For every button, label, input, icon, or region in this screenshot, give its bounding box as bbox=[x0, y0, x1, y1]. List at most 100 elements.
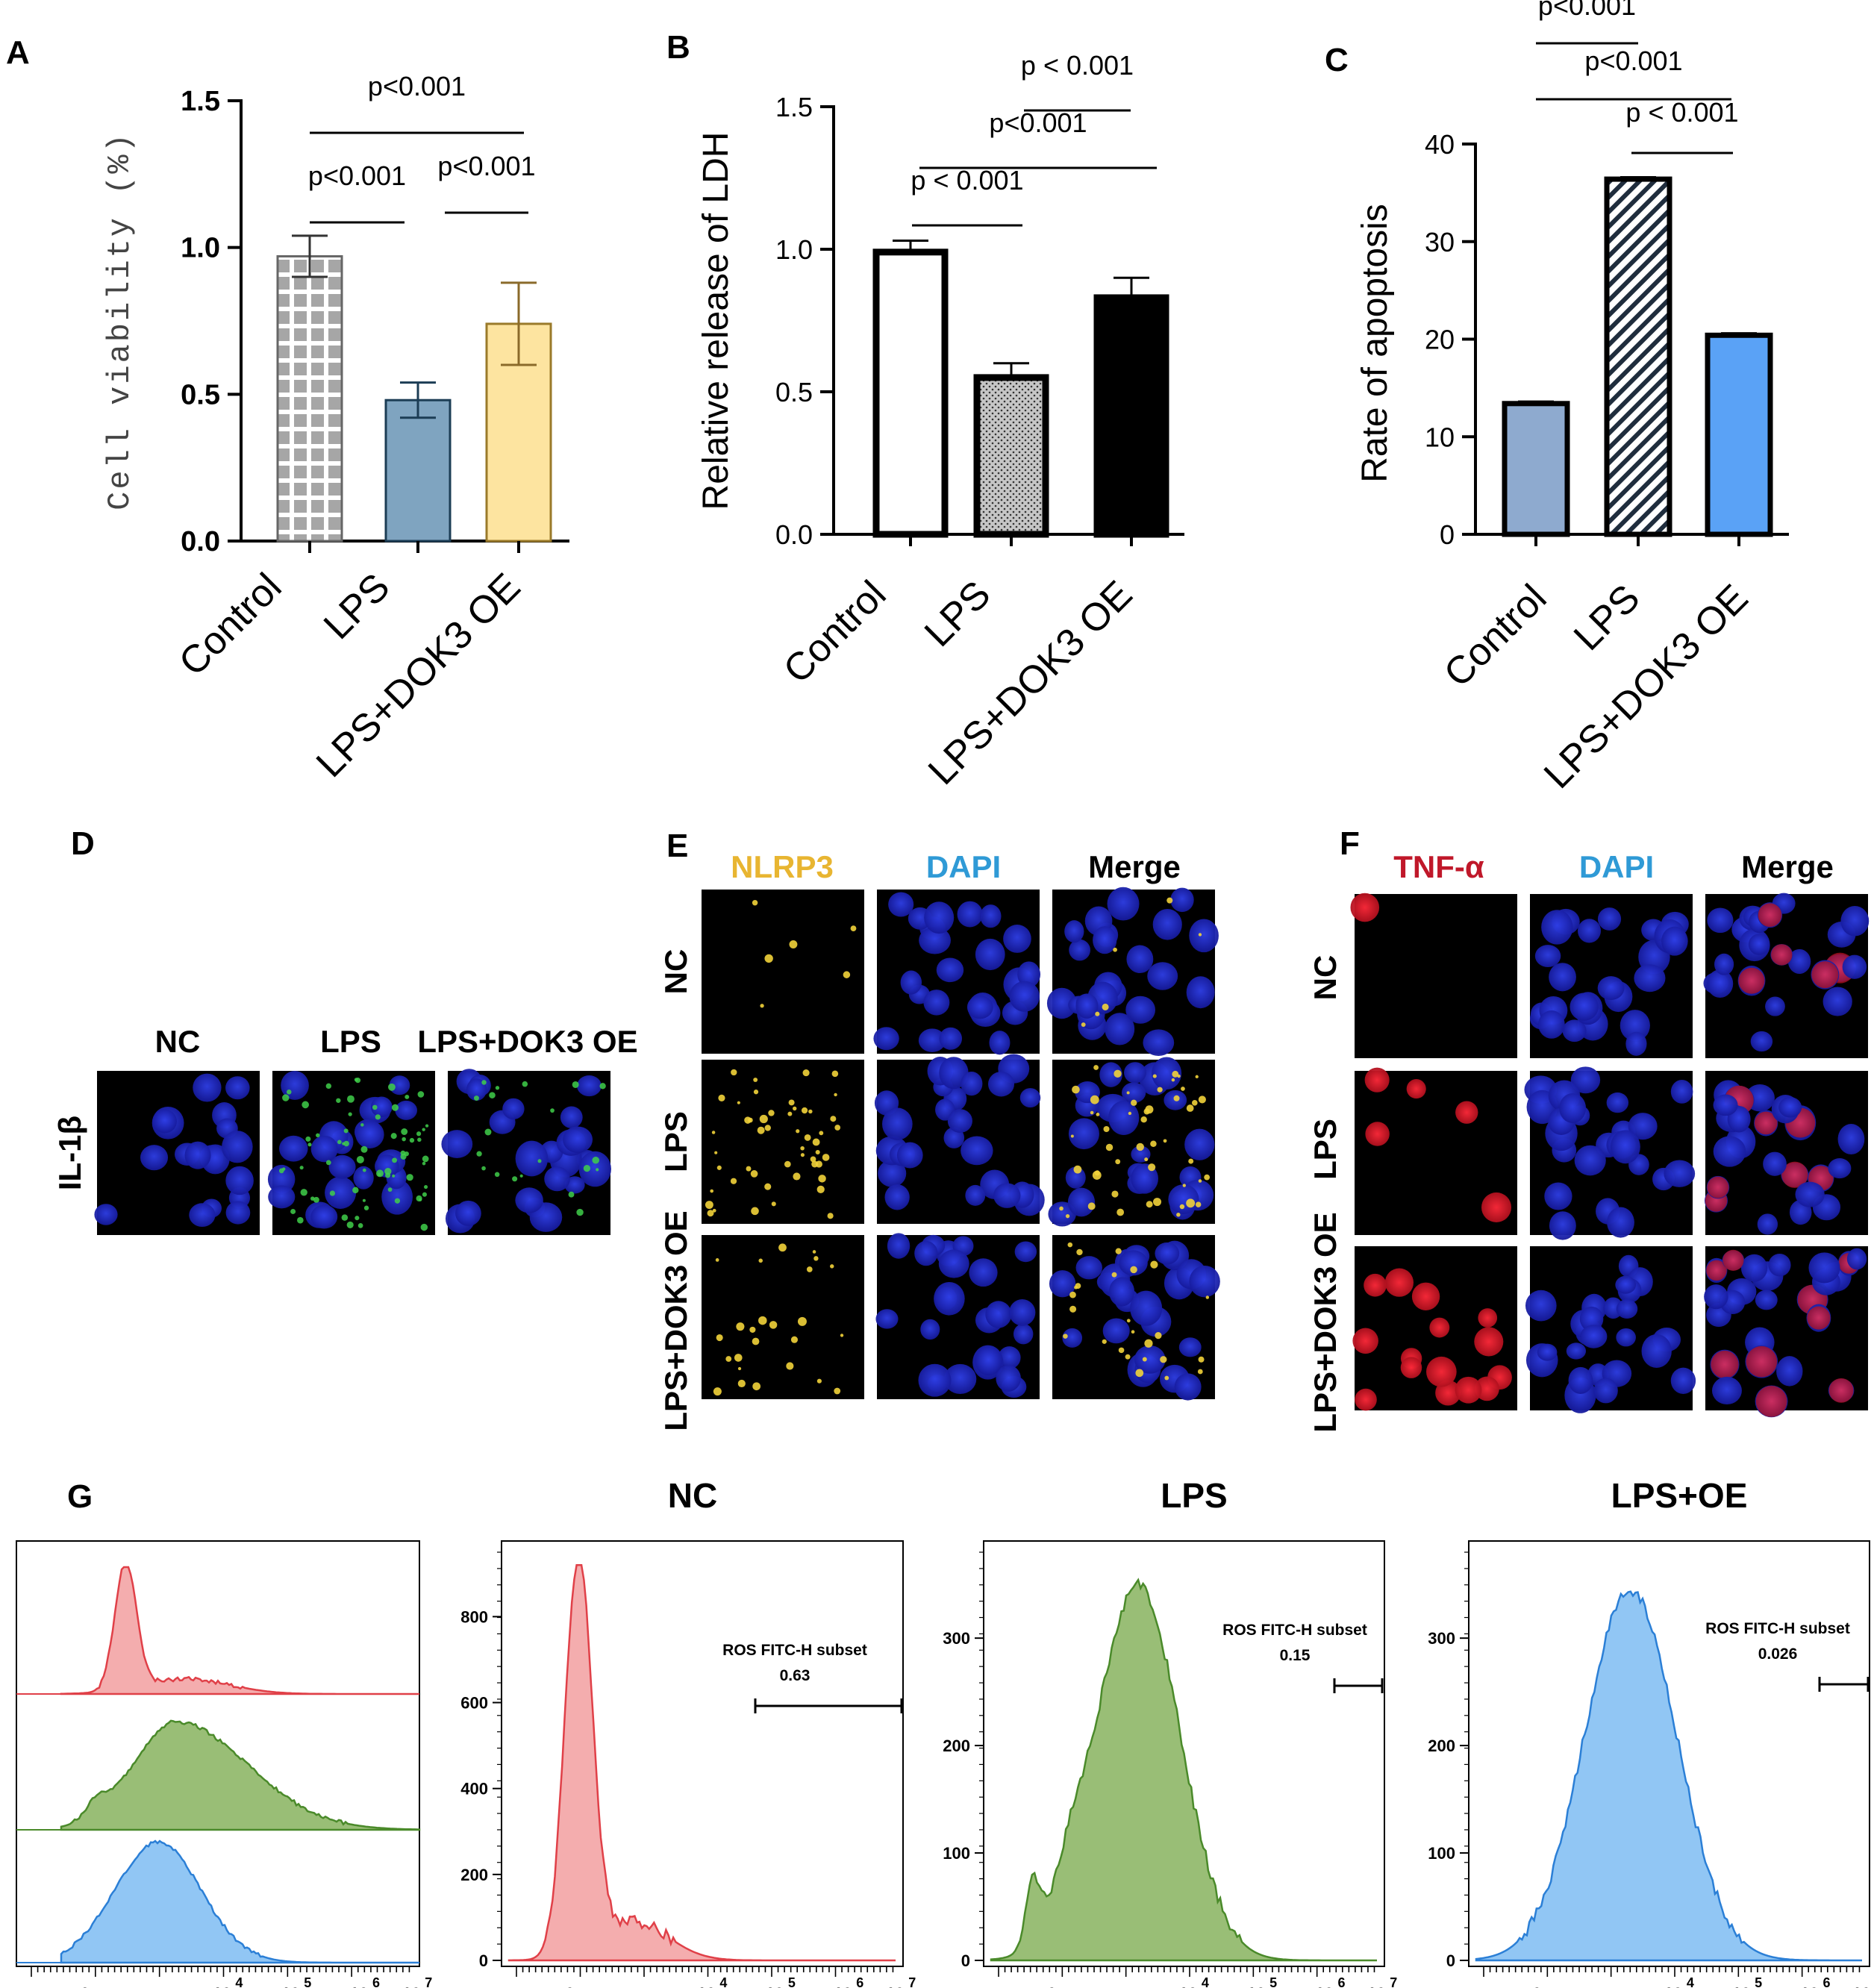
x-tick-exponent: 6 bbox=[1337, 1975, 1345, 1988]
nucleus bbox=[1126, 945, 1154, 974]
nucleus bbox=[1009, 981, 1040, 1012]
il1b-signal bbox=[422, 1155, 429, 1163]
nucleus bbox=[1846, 1248, 1867, 1270]
nlrp3-signal bbox=[1188, 1158, 1194, 1164]
nucleus bbox=[936, 957, 964, 983]
nucleus bbox=[1121, 1082, 1146, 1104]
category-label: Control bbox=[1436, 576, 1555, 696]
nucleus bbox=[1186, 976, 1215, 1009]
nucleus bbox=[1634, 964, 1666, 993]
nucleus bbox=[947, 1109, 972, 1133]
tnf-signal bbox=[1365, 1122, 1390, 1146]
il1b-signal bbox=[325, 1083, 332, 1090]
nlrp3-signal bbox=[725, 1356, 732, 1362]
x-tick-label: 10 bbox=[886, 1984, 904, 1988]
nlrp3-signal bbox=[802, 1069, 810, 1077]
nlrp3-signal bbox=[796, 1129, 800, 1134]
tnf-signal bbox=[1706, 1260, 1727, 1281]
il1b-signal bbox=[316, 1133, 320, 1138]
gate-value: 0.026 bbox=[1758, 1645, 1798, 1663]
nlrp3-signal bbox=[1135, 1369, 1144, 1378]
y-tick-label: 1.5 bbox=[775, 92, 813, 122]
il1b-signal bbox=[377, 1172, 381, 1177]
il1b-signal bbox=[343, 1128, 349, 1134]
il1b-signal bbox=[282, 1167, 286, 1171]
nucleus bbox=[993, 1183, 1021, 1208]
micrograph bbox=[1524, 1066, 1696, 1240]
nlrp3-signal bbox=[746, 1166, 752, 1172]
y-tick-label: 300 bbox=[1428, 1629, 1455, 1648]
nucleus bbox=[989, 1031, 1011, 1055]
y-tick-label: 100 bbox=[943, 1844, 970, 1863]
nucleus bbox=[1615, 1275, 1637, 1294]
tnf-signal bbox=[1828, 1378, 1854, 1403]
il1b-signal bbox=[286, 1089, 292, 1095]
tnf-signal bbox=[1426, 1356, 1457, 1387]
nucleus bbox=[1009, 1299, 1036, 1326]
nlrp3-signal bbox=[1067, 1242, 1073, 1248]
nucleus bbox=[1628, 1113, 1658, 1140]
nlrp3-signal bbox=[1076, 1248, 1083, 1256]
il1b-signal bbox=[360, 1123, 364, 1127]
nlrp3-signal bbox=[787, 1111, 793, 1116]
tnf-signal bbox=[1722, 1249, 1744, 1271]
tnf-signal bbox=[1758, 903, 1782, 928]
micrograph bbox=[875, 1233, 1040, 1399]
nlrp3-signal bbox=[1070, 1134, 1074, 1138]
nucleus bbox=[1189, 1265, 1220, 1298]
nucleus bbox=[1670, 1079, 1693, 1104]
histogram-area bbox=[990, 1578, 1377, 1962]
micrograph bbox=[1355, 1067, 1517, 1235]
nlrp3-signal bbox=[1136, 1143, 1144, 1151]
y-tick-label: 1.5 bbox=[181, 86, 220, 117]
flow-overlay-histograms: 0 10 4 10 5 10 6 10 7 bbox=[16, 1540, 432, 1988]
nlrp3-signal bbox=[1195, 1201, 1202, 1207]
y-axis-label: Cell viability (%) bbox=[102, 131, 138, 510]
x-tick-label: 10 bbox=[697, 1984, 715, 1988]
nlrp3-signal bbox=[1090, 1110, 1094, 1115]
micrograph-background bbox=[702, 890, 864, 1054]
y-tick-label: 1.0 bbox=[181, 233, 220, 264]
nlrp3-signal bbox=[1172, 1070, 1179, 1078]
il1b-signal bbox=[372, 1104, 378, 1110]
nlrp3-signal bbox=[1182, 1184, 1186, 1187]
il1b-signal bbox=[417, 1091, 425, 1098]
il1b-signal bbox=[420, 1223, 428, 1231]
nlrp3-signal bbox=[1173, 1095, 1180, 1101]
il1b-signal bbox=[299, 1166, 304, 1170]
col-header-lps: LPS bbox=[320, 1024, 381, 1059]
nlrp3-signal bbox=[1073, 1165, 1082, 1174]
micrograph bbox=[94, 1071, 260, 1235]
nucleus bbox=[1065, 1166, 1086, 1189]
il1b-signal bbox=[387, 1187, 393, 1192]
nucleus bbox=[1131, 1163, 1158, 1194]
nucleus bbox=[1184, 1128, 1215, 1160]
il1b-signal bbox=[347, 1095, 355, 1103]
il1b-signal bbox=[416, 1195, 422, 1202]
il1b-signal bbox=[592, 1156, 600, 1164]
x-tick-exponent: 4 bbox=[235, 1975, 243, 1988]
nucleus bbox=[1093, 926, 1117, 954]
panel-letter-b: B bbox=[666, 29, 690, 66]
nucleus bbox=[1597, 907, 1622, 931]
nucleus bbox=[961, 1136, 993, 1166]
nlrp3-signal bbox=[1152, 1074, 1157, 1078]
nlrp3-signal bbox=[1163, 1139, 1167, 1143]
nlrp3-signal bbox=[737, 1366, 742, 1371]
tnf-signal bbox=[1411, 1282, 1440, 1310]
nlrp3-signal bbox=[1126, 1319, 1131, 1323]
nucleus bbox=[1763, 1151, 1787, 1176]
micrograph bbox=[702, 890, 864, 1054]
nlrp3-signal bbox=[1063, 1334, 1068, 1339]
il1b-signal bbox=[489, 1092, 496, 1098]
nucleus bbox=[268, 1185, 296, 1209]
il1b-signal bbox=[394, 1198, 401, 1204]
tnf-signal bbox=[1755, 1386, 1787, 1417]
nlrp3-signal bbox=[1164, 1375, 1169, 1381]
nlrp3-signal bbox=[752, 1382, 761, 1391]
il1b-signal bbox=[337, 1140, 342, 1145]
nucleus bbox=[1580, 1325, 1608, 1348]
nucleus bbox=[353, 1166, 374, 1190]
nucleus bbox=[1607, 1207, 1634, 1238]
tnf-signal bbox=[1384, 1268, 1414, 1297]
